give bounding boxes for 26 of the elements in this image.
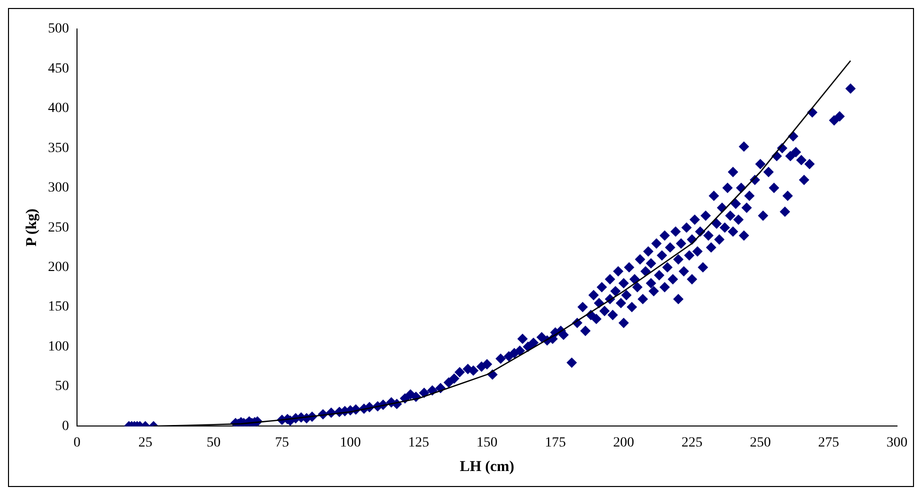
x-tick-label: 100 (340, 435, 361, 450)
y-tick-label: 350 (48, 140, 69, 156)
x-tick-label: 225 (682, 435, 702, 450)
y-tick-label: 400 (48, 101, 69, 116)
y-tick-label: 200 (48, 260, 69, 275)
x-tick-label: 50 (206, 435, 221, 450)
x-tick-label: 150 (476, 435, 498, 450)
x-tick-label: 0 (74, 435, 80, 450)
y-tick-label: 100 (48, 339, 69, 354)
x-tick-label: 175 (544, 435, 566, 450)
x-tick-label: 25 (138, 435, 152, 450)
x-tick-label: 275 (818, 435, 840, 450)
x-tick-label: 300 (886, 435, 908, 450)
y-axis-title: P (kg) (24, 208, 40, 247)
x-tick-label: 250 (750, 435, 771, 450)
y-tick-label: 500 (48, 22, 69, 37)
x-tick-label: 75 (275, 435, 289, 450)
y-tick-label: 0 (62, 418, 69, 434)
y-tick-label: 150 (48, 300, 69, 315)
y-tick-label: 300 (48, 180, 69, 196)
x-tick-label: 200 (613, 435, 634, 450)
y-tick-label: 450 (48, 61, 69, 76)
y-tick-label: 250 (48, 220, 69, 236)
x-tick-label: 125 (408, 435, 430, 450)
y-tick-label: 50 (55, 379, 69, 394)
x-axis-title: LH (cm) (460, 458, 514, 475)
